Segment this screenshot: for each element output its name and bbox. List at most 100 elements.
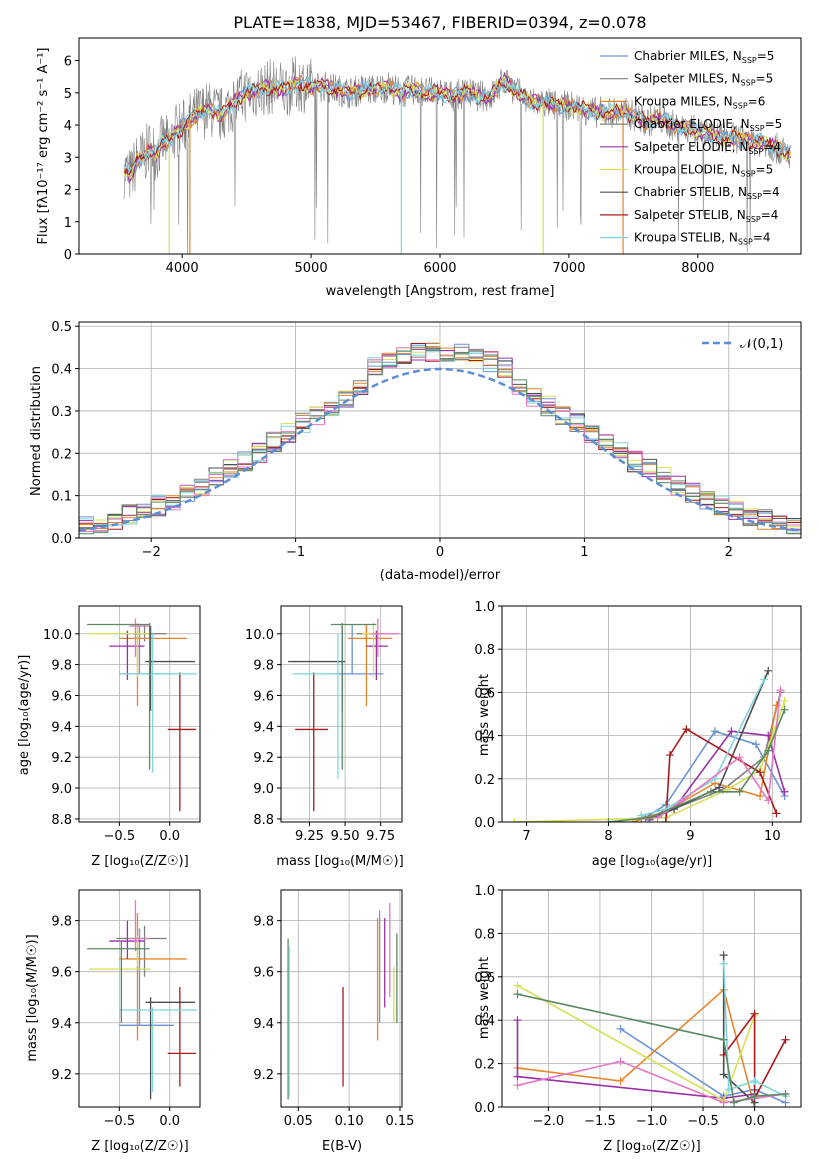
weight-line [517,988,756,1107]
y-tick-label: 9.6 [51,689,72,704]
weight-marker [616,1076,625,1085]
y-tick-label: 9.8 [253,659,274,674]
y-tick-label: 0.8 [474,927,495,942]
legend-label: Kroupa ELODIE, NSSP=5 [634,163,773,179]
y-tick-label: 9.2 [51,751,72,766]
weight-marker [760,675,769,684]
y-tick-label: 10.0 [43,628,72,643]
y-tick-label: 0.2 [474,773,495,788]
x-tick-label: −2 [142,545,161,560]
legend-label: Kroupa MILES, NSSP=6 [634,94,765,110]
x-tick-label: −0.5 [687,1114,719,1129]
y-tick-label: 9.4 [253,1017,274,1032]
weight-marker [764,746,773,755]
y-tick-label: 0.4 [51,363,72,378]
y-tick-label: 9.0 [51,782,72,797]
y-tick-label: 8.8 [51,813,72,828]
y-tick-label: 9.0 [253,782,274,797]
weight-marker [706,787,715,796]
mass-z-panel: −0.5 0.0 9.2 9.4 9.6 9.8 Z [log₁₀(Z/Z☉)] mass… [25,889,201,1154]
mass-ebv-xlabel: E(B-V) [322,1139,362,1154]
legend-label: Salpeter STELIB, NSSP=4 [634,208,778,224]
weight-age-xlabel: age [log₁₀(age/yr)] [592,854,713,869]
age-mass-plot-area: 9.25 9.50 9.75 8.8 9.0 9.2 9.4 9.6 9.8 10.0 [245,605,403,844]
weight-marker [735,787,744,796]
weight-marker [604,818,613,822]
x-tick-label: −1.0 [636,1114,668,1129]
x-tick-label: −1 [286,545,305,560]
axes-frame [78,321,802,539]
legend-label: Salpeter MILES, NSSP=5 [634,72,773,88]
gaussian-curve [79,367,801,532]
weight-line [608,709,786,822]
weight-marker [751,740,760,749]
y-tick-label: 6 [64,55,72,70]
x-tick-label: 5000 [295,261,328,276]
axes-frame [78,889,201,1108]
x-tick-label: 10 [764,829,781,844]
spectrum-data-line [123,56,791,254]
age-z-plot-area: −0.5 0.0 8.8 9.0 9.2 9.4 9.6 9.8 10.0 [43,605,201,844]
weight-marker [780,787,789,796]
y-tick-label: 5 [64,87,72,102]
y-tick-label: 9.8 [51,915,72,930]
axes-frame [280,605,403,823]
weight-marker [780,705,789,714]
weight-z-xlabel: Z [log₁₀(Z/Z☉)] [603,1139,700,1154]
y-tick-label: 0.6 [474,971,495,986]
legend-label: Chabrier ELODIE, NSSP=5 [634,117,782,133]
y-tick-label: 9.6 [51,966,72,981]
legend-label: Salpeter ELODIE, NSSP=4 [634,140,781,156]
weight-marker [756,792,765,801]
y-tick-label: 0.3 [51,405,72,420]
spectrum-panel: 4000 5000 6000 7000 8000 0 1 2 3 4 5 6 wavelength [… [36,37,802,299]
weight-marker [764,731,773,740]
y-tick-label: 4 [64,119,72,134]
y-tick-label: 9.8 [51,659,72,674]
weight-marker [776,686,785,695]
y-tick-label: 0.1 [51,490,72,505]
mass-z-xlabel: Z [log₁₀(Z/Z☉)] [91,1139,188,1154]
weight-marker [780,697,789,706]
weight-marker [616,1057,625,1066]
legend-label: Chabrier STELIB, NSSP=4 [634,185,780,201]
x-tick-label: 0.0 [744,1114,765,1129]
weight-line [722,963,786,1097]
weight-marker [719,1035,728,1044]
y-tick-label: 0 [64,248,72,263]
weight-marker [513,990,522,999]
spectrum-legend: Chabrier MILES, NSSP=5 Salpeter MILES, NS… [600,49,782,247]
weight-marker [513,981,522,990]
clipped-group [510,666,789,822]
weight-marker [781,1089,790,1098]
y-tick-label: 9.6 [253,966,274,981]
x-tick-label: 0.10 [335,1114,364,1129]
x-tick-label: 7 [522,829,530,844]
y-tick-label: 0.2 [474,1058,495,1073]
gauss-legend-label: 𝒩(0,1) [740,337,783,352]
y-tick-label: 9.4 [51,720,72,735]
weight-marker [513,1072,522,1081]
weight-line [516,1020,755,1100]
y-tick-label: 1 [64,216,72,231]
weight-marker [750,1009,759,1018]
figure-title: PLATE=1838, MJD=53467, FIBERID=0394, z=0… [233,13,646,32]
y-tick-label: 8.8 [253,813,274,828]
spectrum-xlabel: wavelength [Angstrom, rest frame] [326,284,555,299]
axes-frame [501,889,802,1108]
y-tick-label: 9.2 [253,1068,274,1083]
weight-marker [750,1092,759,1101]
y-tick-label: 0.4 [474,1014,495,1029]
mass-z-plot-area: −0.5 0.0 9.2 9.4 9.6 9.8 [51,889,201,1129]
x-tick-label: 9.25 [295,829,324,844]
legend-label: Kroupa STELIB, NSSP=4 [634,231,771,247]
weight-marker [729,1098,738,1107]
weight-marker [682,725,691,734]
spectrum-ylabel: Flux [fλ10⁻¹⁷ erg cm⁻² s⁻¹ A⁻¹] [36,48,51,245]
age-mass-panel: 9.25 9.50 9.75 8.8 9.0 9.2 9.4 9.6 9.8 10.0 mass … [245,605,404,869]
axes-frame [78,37,802,255]
weight-marker [756,768,765,777]
x-tick-label: −0.5 [104,1114,136,1129]
weight-marker [719,1098,728,1107]
